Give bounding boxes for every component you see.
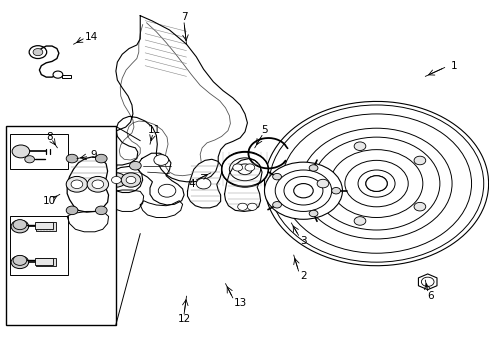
Circle shape bbox=[332, 188, 341, 194]
Circle shape bbox=[66, 206, 78, 215]
Circle shape bbox=[272, 174, 281, 180]
Circle shape bbox=[284, 176, 323, 205]
Circle shape bbox=[13, 255, 27, 265]
Bar bbox=[10, 216, 68, 275]
Text: 11: 11 bbox=[148, 125, 162, 135]
Text: 4: 4 bbox=[188, 179, 195, 189]
Circle shape bbox=[245, 164, 255, 171]
Circle shape bbox=[414, 156, 426, 165]
Bar bbox=[10, 134, 68, 169]
Polygon shape bbox=[67, 157, 109, 212]
Circle shape bbox=[66, 154, 78, 163]
Text: 6: 6 bbox=[427, 291, 434, 301]
Circle shape bbox=[121, 173, 141, 187]
Circle shape bbox=[221, 152, 269, 186]
Bar bbox=[36, 222, 56, 231]
Circle shape bbox=[11, 220, 29, 233]
Text: 10: 10 bbox=[43, 197, 56, 206]
Circle shape bbox=[107, 173, 126, 187]
Circle shape bbox=[270, 105, 484, 262]
Circle shape bbox=[96, 206, 107, 215]
Circle shape bbox=[354, 142, 366, 150]
Text: 1: 1 bbox=[451, 61, 458, 71]
Text: 5: 5 bbox=[261, 125, 268, 135]
Circle shape bbox=[33, 49, 43, 56]
Text: 7: 7 bbox=[181, 13, 187, 22]
Bar bbox=[36, 258, 56, 266]
Circle shape bbox=[366, 176, 387, 192]
Circle shape bbox=[126, 176, 136, 184]
Circle shape bbox=[29, 46, 47, 59]
Circle shape bbox=[238, 164, 252, 175]
Circle shape bbox=[294, 184, 313, 198]
Circle shape bbox=[421, 277, 434, 287]
Circle shape bbox=[112, 176, 121, 184]
Circle shape bbox=[92, 180, 104, 189]
Bar bbox=[34, 222, 53, 229]
Circle shape bbox=[366, 176, 387, 192]
Circle shape bbox=[71, 180, 83, 189]
Bar bbox=[62, 75, 71, 78]
Text: 9: 9 bbox=[91, 150, 98, 160]
Polygon shape bbox=[106, 190, 144, 211]
Circle shape bbox=[345, 160, 408, 207]
Circle shape bbox=[25, 156, 34, 163]
Circle shape bbox=[11, 256, 29, 269]
Circle shape bbox=[229, 158, 261, 181]
Circle shape bbox=[53, 71, 63, 78]
Circle shape bbox=[238, 203, 247, 210]
Circle shape bbox=[247, 203, 257, 210]
Circle shape bbox=[196, 178, 211, 189]
Circle shape bbox=[354, 217, 366, 225]
Circle shape bbox=[358, 170, 395, 197]
Circle shape bbox=[272, 202, 281, 208]
Text: 8: 8 bbox=[46, 132, 52, 142]
Polygon shape bbox=[418, 274, 437, 290]
Circle shape bbox=[265, 162, 343, 219]
Polygon shape bbox=[188, 159, 221, 208]
Circle shape bbox=[313, 137, 440, 230]
Circle shape bbox=[282, 114, 471, 253]
Text: 13: 13 bbox=[234, 298, 247, 308]
Circle shape bbox=[414, 202, 426, 211]
Circle shape bbox=[309, 165, 318, 171]
Bar bbox=[6, 126, 116, 325]
Text: 14: 14 bbox=[85, 32, 98, 42]
Polygon shape bbox=[106, 166, 143, 193]
Circle shape bbox=[129, 161, 141, 170]
Circle shape bbox=[13, 220, 27, 230]
Bar bbox=[34, 257, 53, 265]
Text: 12: 12 bbox=[177, 314, 191, 324]
Circle shape bbox=[317, 179, 329, 188]
Circle shape bbox=[301, 128, 452, 239]
Text: 2: 2 bbox=[300, 271, 307, 282]
Circle shape bbox=[12, 145, 30, 158]
Circle shape bbox=[66, 176, 88, 192]
Circle shape bbox=[154, 155, 169, 165]
Circle shape bbox=[233, 164, 243, 171]
Circle shape bbox=[275, 170, 332, 211]
Circle shape bbox=[330, 150, 423, 217]
Circle shape bbox=[105, 161, 117, 170]
Circle shape bbox=[158, 184, 176, 197]
Circle shape bbox=[96, 154, 107, 163]
Circle shape bbox=[87, 176, 109, 192]
Polygon shape bbox=[67, 211, 109, 232]
Text: 3: 3 bbox=[300, 236, 307, 246]
Circle shape bbox=[309, 210, 318, 217]
Polygon shape bbox=[224, 158, 262, 211]
